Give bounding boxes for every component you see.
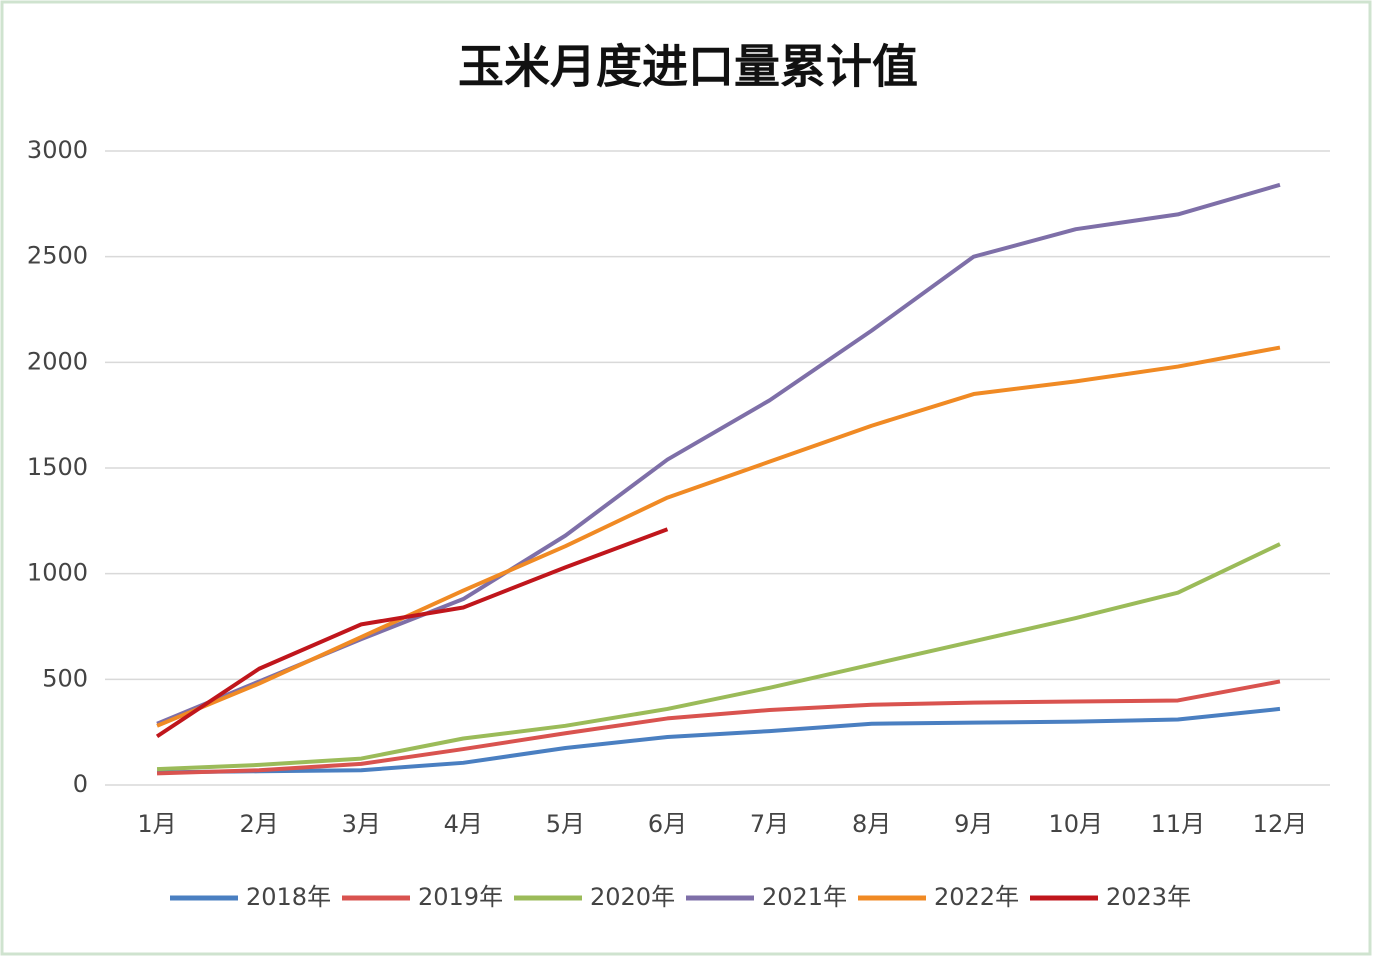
x-tick-label: 1月 [137, 810, 176, 838]
legend-label: 2021年 [762, 883, 847, 911]
series-line [157, 706, 1281, 775]
legend-label: 2020年 [590, 883, 675, 911]
x-tick-label: 7月 [750, 810, 789, 838]
y-tick-label: 1000 [27, 559, 88, 587]
y-tick-label: 500 [42, 664, 88, 692]
x-tick-label: 4月 [444, 810, 483, 838]
series-line [156, 345, 1281, 728]
x-tick-label: 9月 [954, 810, 993, 838]
x-tick-label: 8月 [852, 810, 891, 838]
legend-label: 2019年 [418, 883, 503, 911]
y-tick-label: 2500 [27, 242, 88, 270]
series-line [155, 527, 669, 739]
x-tick-label: 2月 [239, 810, 278, 838]
chart-title: 玉米月度进口量累计值 [458, 40, 918, 94]
y-tick-label: 1500 [27, 453, 88, 481]
x-tick-label: 10月 [1049, 810, 1104, 838]
y-tick-label: 2000 [27, 347, 88, 375]
x-tick-label: 3月 [342, 810, 381, 838]
series-line [156, 679, 1281, 776]
x-tick-label: 5月 [546, 810, 585, 838]
legend-label: 2023年 [1106, 883, 1191, 911]
legend-label: 2018年 [246, 883, 331, 911]
legend-label: 2022年 [934, 883, 1019, 911]
series-line [156, 542, 1281, 772]
x-tick-label: 12月 [1253, 810, 1308, 838]
x-tick-label: 6月 [648, 810, 687, 838]
y-tick-label: 0 [73, 770, 88, 798]
y-tick-label: 3000 [27, 136, 88, 164]
x-tick-label: 11月 [1151, 810, 1206, 838]
